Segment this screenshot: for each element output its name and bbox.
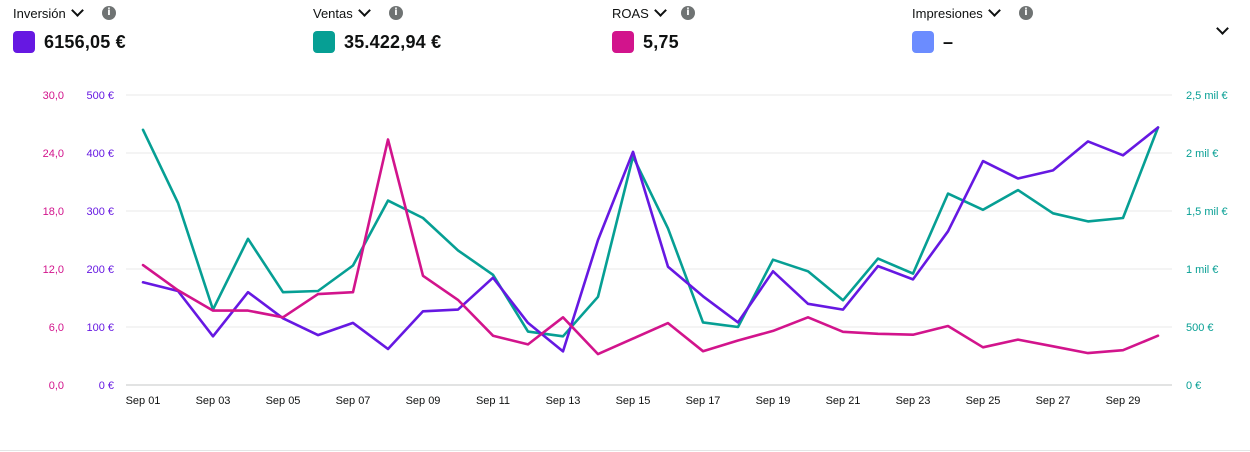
metric-ventas-value: 35.422,94 €: [344, 31, 442, 52]
y-tick-label-ventas: 0 €: [1186, 380, 1201, 392]
metric-ventas-label: Ventas: [313, 5, 353, 21]
metric-impresiones-label: Impresiones: [912, 5, 983, 21]
info-icon[interactable]: i: [681, 6, 695, 20]
y-tick-label-inversion: 0 €: [99, 380, 114, 392]
y-tick-label-roas: 0,0: [49, 380, 64, 392]
metric-inversion: Inversión 6156,05 €: [13, 3, 126, 53]
y-tick-label-inversion: 500 €: [86, 90, 114, 102]
x-tick-label: Sep 11: [476, 395, 510, 407]
metric-impresiones: Impresiones –: [912, 3, 1001, 53]
info-icon[interactable]: i: [102, 6, 116, 20]
metric-roas: ROAS 5,75: [612, 3, 679, 53]
y-tick-label-roas: 6,0: [49, 322, 64, 334]
x-tick-label: Sep 29: [1106, 395, 1141, 407]
x-tick-label: Sep 09: [406, 395, 441, 407]
metric-roas-label: ROAS: [612, 5, 649, 21]
series-line-inversion: [141, 126, 1160, 353]
info-icon[interactable]: i: [1019, 6, 1033, 20]
x-tick-label: Sep 13: [546, 395, 581, 407]
metric-ventas: Ventas 35.422,94 €: [313, 3, 442, 53]
y-tick-label-ventas: 500 €: [1186, 322, 1214, 334]
y-tick-label-inversion: 300 €: [86, 206, 114, 218]
y-tick-label-ventas: 1 mil €: [1186, 264, 1218, 276]
x-tick-label: Sep 01: [126, 395, 161, 407]
metric-roas-value: 5,75: [643, 31, 679, 52]
y-tick-label-roas: 12,0: [43, 264, 64, 276]
metric-impresiones-selector[interactable]: Impresiones: [912, 3, 1001, 22]
y-tick-label-ventas: 2,5 mil €: [1186, 90, 1228, 102]
metric-ventas-selector[interactable]: Ventas: [313, 3, 441, 22]
y-tick-label-ventas: 2 mil €: [1186, 148, 1218, 160]
x-tick-label: Sep 07: [336, 395, 371, 407]
x-tick-label: Sep 21: [826, 395, 861, 407]
series-line-ventas: [141, 126, 1160, 338]
y-tick-label-ventas: 1,5 mil €: [1186, 206, 1228, 218]
metric-inversion-selector[interactable]: Inversión: [13, 3, 126, 22]
y-tick-label-roas: 24,0: [43, 148, 64, 160]
metric-roas-selector[interactable]: ROAS: [612, 3, 679, 22]
y-tick-label-inversion: 100 €: [86, 322, 114, 334]
x-tick-label: Sep 03: [196, 395, 231, 407]
y-tick-label-inversion: 200 €: [86, 264, 114, 276]
x-tick-label: Sep 17: [686, 395, 721, 407]
metric-inversion-value: 6156,05 €: [44, 31, 126, 52]
x-tick-label: Sep 25: [966, 395, 1001, 407]
x-tick-label: Sep 05: [266, 395, 301, 407]
metric-impresiones-swatch[interactable]: [912, 31, 934, 53]
metric-inversion-label: Inversión: [13, 5, 66, 21]
y-tick-label-roas: 30,0: [43, 90, 64, 102]
x-tick-label: Sep 23: [896, 395, 931, 407]
x-tick-label: Sep 15: [616, 395, 651, 407]
x-tick-label: Sep 27: [1036, 395, 1071, 407]
divider: [0, 450, 1250, 451]
metric-inversion-swatch[interactable]: [13, 31, 35, 53]
metric-ventas-swatch[interactable]: [313, 31, 335, 53]
y-tick-label-roas: 18,0: [43, 206, 64, 218]
metric-impresiones-value: –: [943, 31, 954, 52]
series-line-roas: [141, 138, 1160, 356]
x-tick-label: Sep 19: [756, 395, 791, 407]
metric-roas-swatch[interactable]: [612, 31, 634, 53]
y-tick-label-inversion: 400 €: [86, 148, 114, 160]
info-icon[interactable]: i: [389, 6, 403, 20]
